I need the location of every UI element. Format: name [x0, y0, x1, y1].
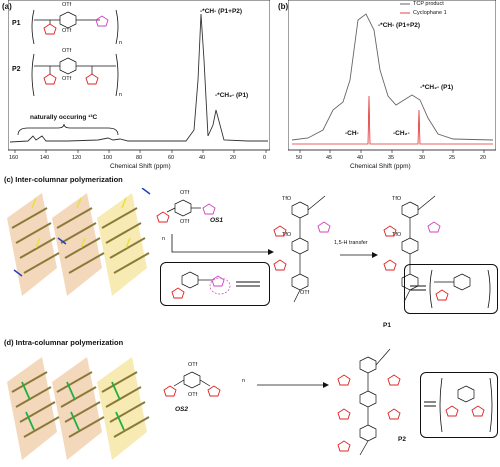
os1-otf-bottom: OTf: [180, 219, 190, 225]
p1-chain-tfo-2: TfO: [392, 232, 402, 238]
tick-a-80: 80: [136, 155, 143, 161]
panel-c-title: (c) Inter-columnar polymerization: [4, 175, 123, 184]
os1-otf-top: OTf: [180, 190, 190, 196]
xlabel-b: Chemical Shift (ppm): [350, 163, 411, 170]
tick-b-50: 50: [296, 155, 303, 161]
intermediate-structure-c: [171, 271, 260, 299]
p2-product-label: P2: [398, 436, 406, 443]
tick-a-140: 140: [40, 155, 50, 161]
annot-a-ch2: -*CH₂- (P1): [215, 92, 249, 99]
p1-repeat-box: [404, 264, 498, 314]
nmr-spectrum-a: [8, 0, 270, 153]
annot-b-ch2: -*CH₂- (P1): [420, 84, 454, 91]
p1-label: P1: [12, 20, 21, 27]
os2-otf-top: OTf: [188, 362, 198, 368]
intermediate-box-c: [160, 262, 270, 306]
panel-d-title: (d) Intra-columnar polymerization: [4, 338, 124, 347]
p1-chain-tfo-1: TfO: [392, 196, 402, 202]
chain-c-tfo-1: TfO: [282, 196, 292, 202]
chain-c-tfo-2: TfO: [282, 232, 292, 238]
p1-structure: [31, 9, 119, 45]
annot-b-ch: -*CH- (P1+P2): [378, 22, 421, 29]
os2-label: OS2: [175, 406, 189, 413]
reaction-arrow-c: [171, 234, 274, 255]
tick-b-35: 35: [388, 155, 395, 161]
os2-otf-bottom: OTf: [188, 392, 198, 398]
panel-b-label: (b): [278, 2, 289, 11]
nmr-spectrum-b: [288, 0, 496, 153]
p2-structure: [31, 53, 119, 97]
transfer-arrow: [340, 252, 378, 258]
tick-a-40: 40: [199, 155, 206, 161]
tick-a-60: 60: [168, 155, 175, 161]
annot-b-ch-small: -CH-: [345, 130, 359, 137]
p1-chain-structure: [383, 195, 441, 303]
os2-structure: [163, 371, 221, 397]
chain-structure-d: [337, 348, 401, 456]
crystal-stack-c: [7, 188, 151, 296]
tick-a-160: 160: [9, 155, 19, 161]
p1-n: n: [119, 40, 123, 46]
crystal-stack-d: [7, 357, 150, 460]
transfer-label: 1,5-H transfer: [334, 240, 368, 246]
os1-structure: [156, 199, 216, 223]
panel-a-label: (a): [2, 2, 12, 11]
p2-repeat-box: [420, 372, 498, 438]
p2-label: P2: [12, 66, 21, 73]
tick-b-25: 25: [449, 155, 456, 161]
tick-b-20: 20: [480, 155, 487, 161]
p1-otf-bottom: OTf: [62, 28, 72, 34]
os1-label: OS1: [210, 217, 224, 224]
annot-c13: naturally occuring ¹³C: [30, 114, 98, 121]
reaction-arrow-d: [257, 382, 329, 388]
p1-product-label: P1: [383, 322, 391, 329]
tick-a-20: 20: [230, 155, 237, 161]
tick-a-0: 0: [263, 155, 267, 161]
p2-otf-top: OTf: [62, 48, 72, 54]
p2-otf-bottom: OTf: [62, 76, 72, 82]
p2-repeat-structure: [424, 377, 493, 433]
tick-a-100: 100: [103, 155, 113, 161]
p2-n: n: [119, 92, 123, 98]
legend-cyclophane: Cyclophane 1: [413, 10, 447, 16]
legend-tcp: TCP product: [413, 1, 444, 7]
chain-c-otf: OTf: [300, 290, 310, 296]
tick-b-40: 40: [357, 155, 364, 161]
annot-a-ch: -*CH- (P1+P2): [200, 8, 243, 15]
p1-otf-top: OTf: [62, 2, 72, 8]
tick-a-120: 120: [72, 155, 82, 161]
tick-b-45: 45: [326, 155, 333, 161]
annot-b-ch2-small: -CH₂-: [393, 130, 410, 137]
n-d: n: [242, 378, 246, 384]
tick-b-30: 30: [419, 155, 426, 161]
xlabel-a: Chemical Shift (ppm): [110, 163, 171, 170]
p1-repeat-structure: [410, 269, 491, 309]
chain-structure-c: [273, 195, 331, 303]
n-c: n: [162, 236, 166, 242]
axis-a-ticks: [14, 150, 267, 153]
